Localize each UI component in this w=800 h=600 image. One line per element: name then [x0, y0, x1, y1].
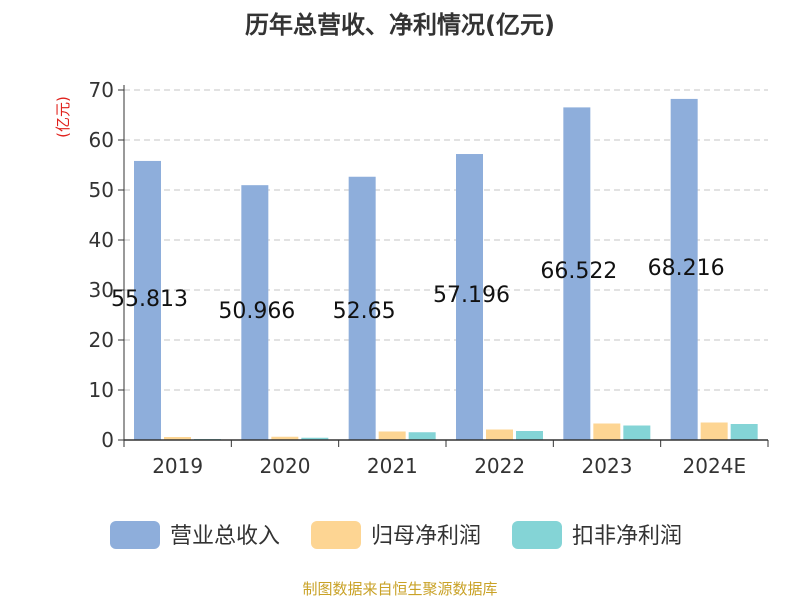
y-tick-label: 10: [89, 378, 114, 402]
x-tick-label: 2019: [152, 454, 203, 478]
bar-deducted-profit: [623, 425, 651, 440]
bar-net-profit: [378, 431, 406, 440]
bar-net-profit: [486, 429, 513, 440]
bar-deducted-profit: [516, 431, 543, 440]
bar-revenue: [456, 154, 483, 440]
data-label: 68.216: [648, 256, 725, 281]
source-note: 制图数据来自恒生聚源数据库: [302, 580, 497, 598]
bar-revenue: [563, 107, 591, 440]
y-tick-label: 0: [101, 428, 114, 452]
legend-swatch: [110, 521, 160, 549]
bar-revenue: [670, 98, 698, 441]
data-label: 66.522: [540, 259, 617, 284]
bar-revenue: [348, 176, 376, 440]
data-label: 55.813: [111, 287, 188, 312]
chart-title: 历年总营收、净利情况(亿元): [245, 11, 555, 39]
legend-swatch: [311, 521, 361, 549]
y-axis-unit: (亿元): [54, 96, 72, 138]
data-label: 57.196: [433, 283, 510, 308]
x-axis: 2019 2020 2021 2022 2023 2024E: [123, 439, 769, 478]
legend-label: 营业总收入: [170, 524, 280, 549]
bar-net-profit: [700, 422, 728, 440]
legend-label: 归母净利润: [371, 524, 481, 549]
y-tick-label: 70: [89, 78, 114, 102]
legend: 营业总收入 归母净利润 扣非净利润: [110, 521, 682, 549]
bar-net-profit: [164, 437, 191, 440]
x-tick-label: 2023: [582, 454, 633, 478]
bar-revenue: [241, 185, 269, 440]
legend-label: 扣非净利润: [572, 524, 682, 549]
bar-net-profit: [593, 423, 621, 440]
data-label: 52.65: [333, 299, 396, 324]
y-tick-label: 30: [89, 278, 114, 302]
x-tick-label: 2022: [474, 454, 525, 478]
bar-deducted-profit: [408, 432, 436, 440]
bar-deducted-profit: [730, 424, 758, 440]
y-tick-label: 20: [89, 328, 114, 352]
y-tick-label: 50: [89, 178, 114, 202]
bar-deducted-profit: [301, 437, 329, 440]
grid-lines: [124, 89, 768, 391]
x-tick-label: 2020: [260, 454, 311, 478]
bar-revenue: [134, 160, 161, 440]
y-tick-label: 60: [89, 128, 114, 152]
data-label: 50.966: [218, 299, 295, 324]
y-axis: 0 10 20 30 40 50 60 70: [89, 78, 125, 452]
data-labels: 55.813 50.966 52.65 57.196 66.522 68.216: [111, 256, 725, 324]
y-tick-label: 40: [89, 228, 114, 252]
legend-swatch: [512, 521, 562, 549]
x-tick-label: 2021: [367, 454, 418, 478]
bars: [134, 98, 758, 441]
x-tick-label: 2024E: [683, 454, 747, 478]
bar-net-profit: [271, 436, 299, 440]
